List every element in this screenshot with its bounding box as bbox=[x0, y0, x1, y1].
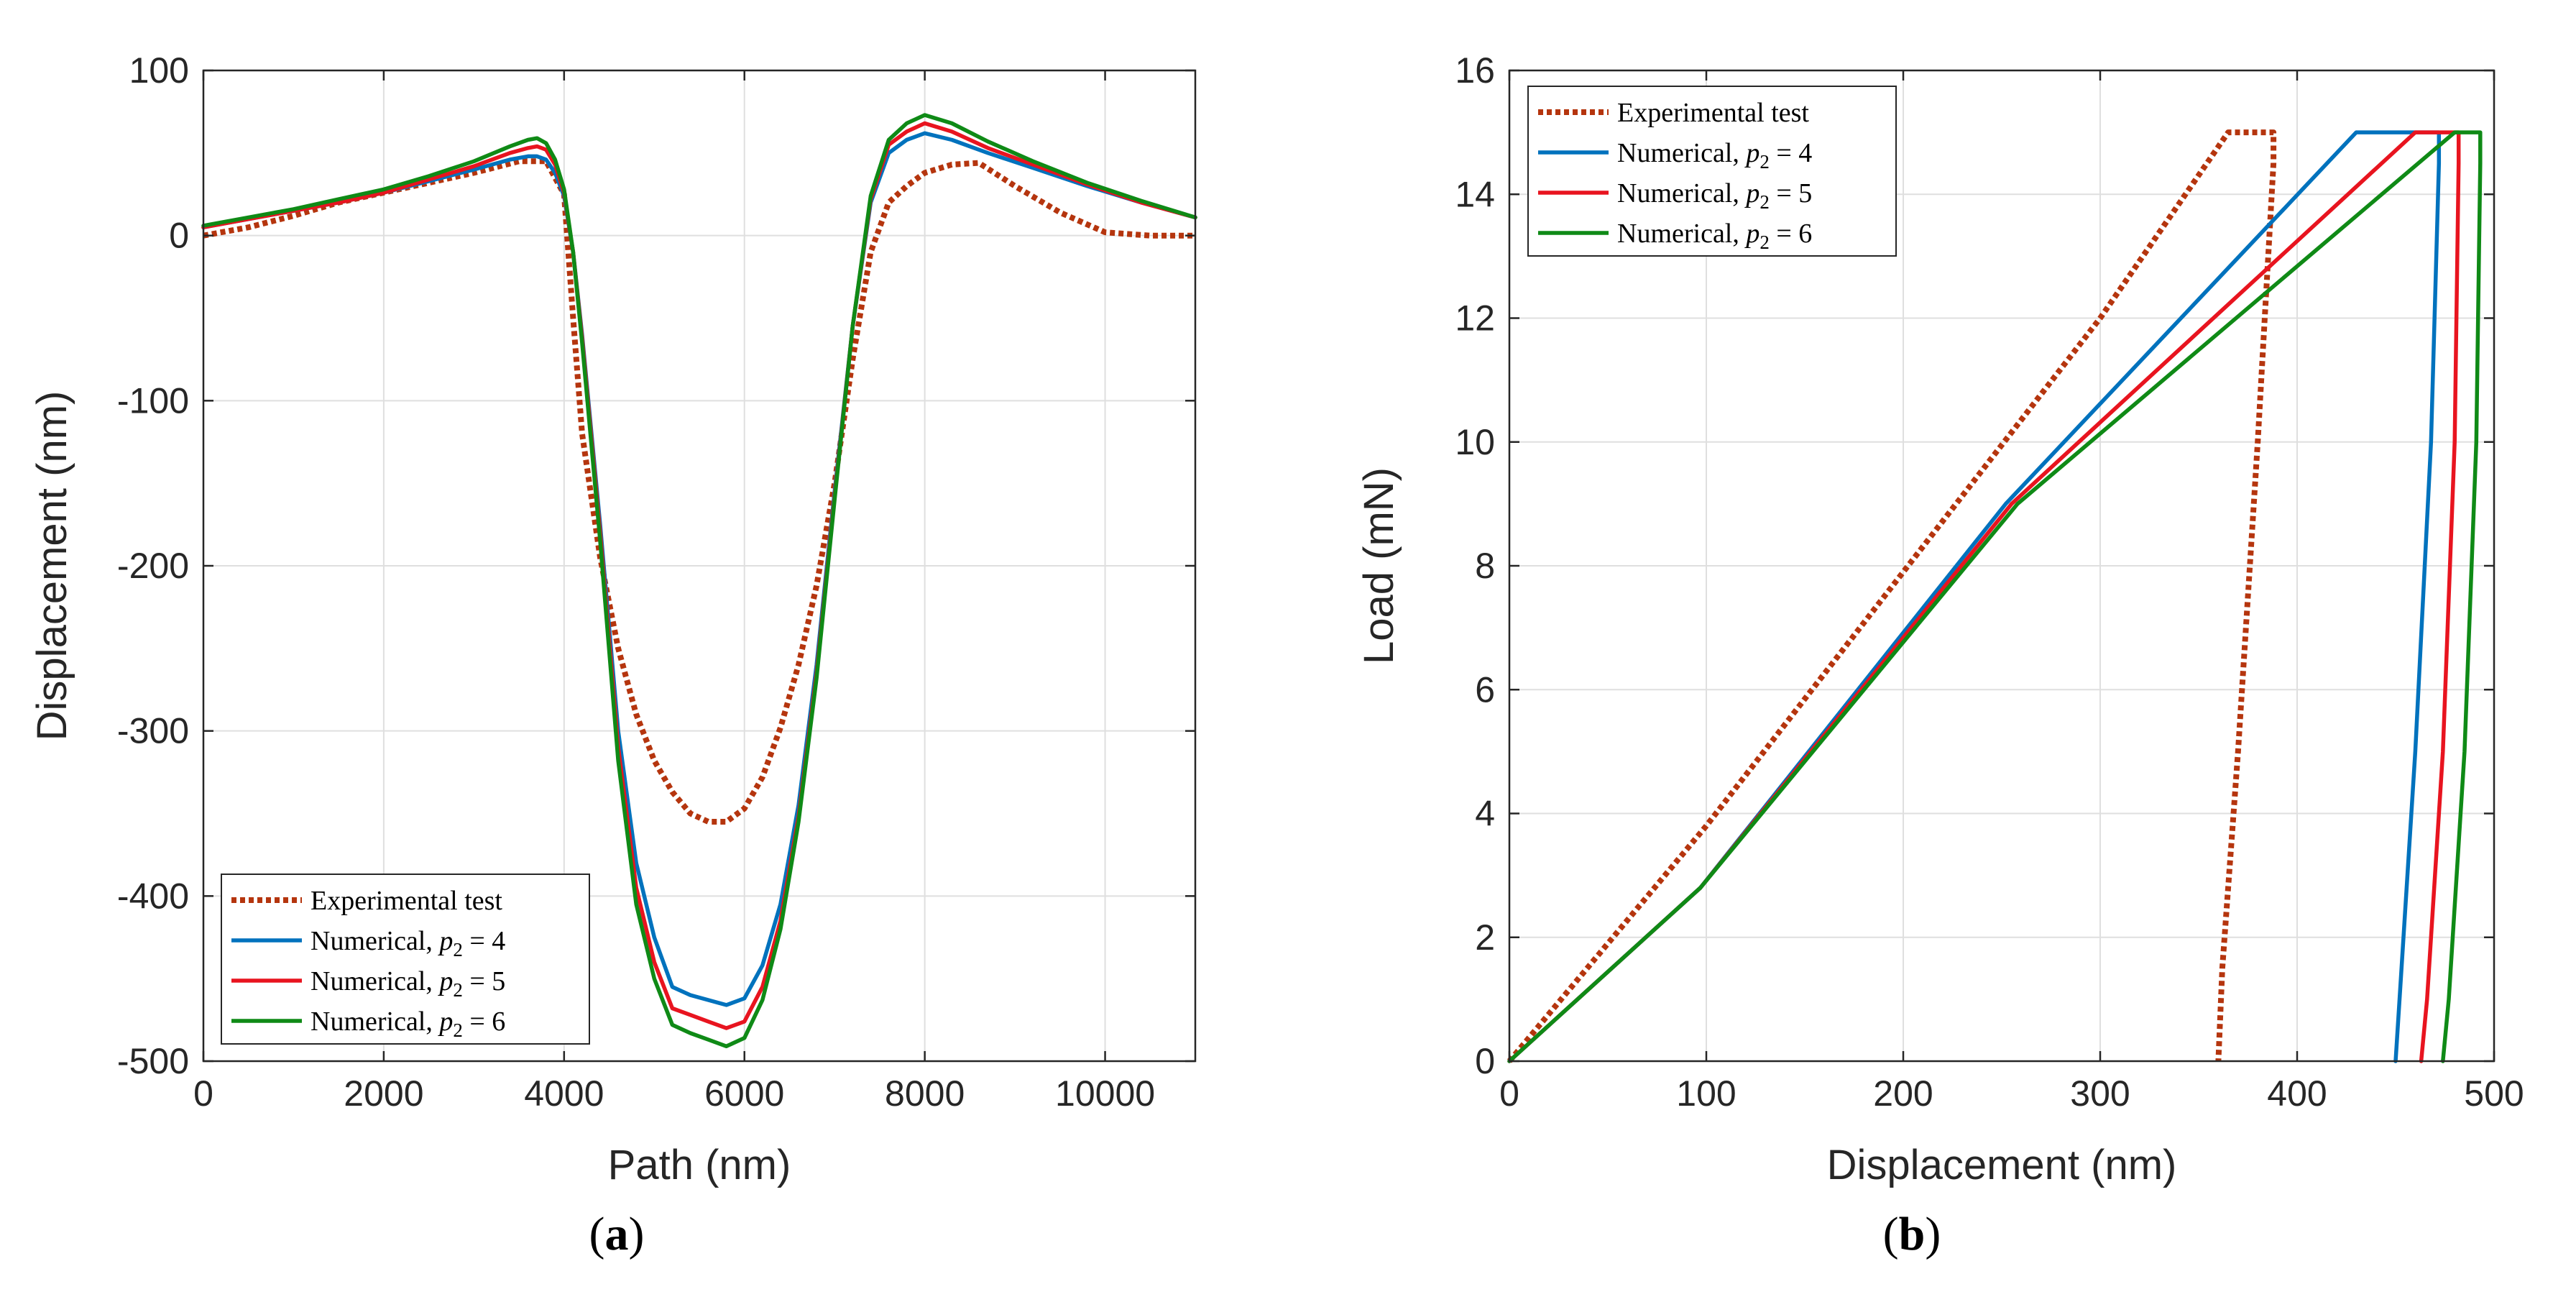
series-line-0 bbox=[203, 158, 1195, 825]
x-tick-label: 0 bbox=[193, 1073, 213, 1114]
y-tick-label: 100 bbox=[129, 50, 189, 91]
series-line-2 bbox=[1507, 130, 2461, 1063]
y-tick-label: 0 bbox=[169, 216, 189, 256]
subfigure-caption: (b) bbox=[1883, 1208, 1941, 1260]
y-axis-label: Displacement (nm) bbox=[29, 391, 75, 741]
y-tick-label: -300 bbox=[117, 711, 189, 751]
y-tick-label: 2 bbox=[1475, 917, 1495, 958]
legend-box bbox=[1527, 86, 1897, 257]
chart-panel-b: 0 100 200 300 400 500 0 2 4 6 8 10 12 14 16 Displacemen… bbox=[1356, 50, 2524, 1260]
legend-label-0: Experimental test bbox=[1617, 98, 1809, 128]
y-tick-label: -200 bbox=[117, 546, 189, 586]
legend-label-1: Numerical, p2 = 4 bbox=[1617, 138, 1812, 173]
x-tick-label: 200 bbox=[1873, 1073, 1933, 1114]
y-tick-label: 8 bbox=[1475, 546, 1495, 586]
x-axis-label: Displacement (nm) bbox=[1827, 1142, 2177, 1188]
y-tick-label: 16 bbox=[1455, 50, 1495, 91]
y-tick-label: -100 bbox=[117, 380, 189, 421]
x-tick-label: 100 bbox=[1676, 1073, 1736, 1114]
legend: Experimental test Numerical, p2 = 4 Numeri… bbox=[221, 874, 590, 1045]
x-axis-label: Path (nm) bbox=[608, 1142, 791, 1188]
y-tick-label: 14 bbox=[1455, 174, 1495, 214]
y-tick-label: 4 bbox=[1475, 794, 1495, 834]
series-group bbox=[1506, 129, 2483, 1063]
x-tick-label: 2000 bbox=[344, 1073, 423, 1114]
x-tick-label: 8000 bbox=[885, 1073, 965, 1114]
series-line-2 bbox=[201, 121, 1197, 1030]
x-tick-label: 400 bbox=[2267, 1073, 2327, 1114]
series-group bbox=[201, 113, 1197, 1049]
x-tick-label: 300 bbox=[2070, 1073, 2130, 1114]
series-line-3 bbox=[201, 113, 1197, 1049]
y-tick-label: 0 bbox=[1475, 1041, 1495, 1081]
x-tick-label: 10000 bbox=[1055, 1073, 1155, 1114]
chart-panel-a: 0 2000 4000 6000 8000 10000 -500 -400 -300 -200 -1… bbox=[29, 50, 1197, 1260]
x-tick-label: 4000 bbox=[524, 1073, 604, 1114]
series-line-1 bbox=[201, 131, 1197, 1007]
subfigure-caption: (a) bbox=[589, 1208, 645, 1260]
y-tick-label: 10 bbox=[1455, 422, 1495, 462]
y-tick-label: 6 bbox=[1475, 669, 1495, 710]
legend-label-2: Numerical, p2 = 5 bbox=[1617, 178, 1812, 213]
legend-label-3: Numerical, p2 = 6 bbox=[310, 1007, 505, 1041]
ticks: 0 2000 4000 6000 8000 10000 -500 -400 -300 -200 -1… bbox=[117, 50, 1195, 1114]
y-tick-label: 12 bbox=[1455, 298, 1495, 339]
series-line-0 bbox=[1506, 129, 2277, 1063]
legend-label-2: Numerical, p2 = 5 bbox=[310, 966, 505, 1001]
legend-label-1: Numerical, p2 = 4 bbox=[310, 926, 505, 961]
legend: Experimental test Numerical, p2 = 4 Numeri… bbox=[1527, 86, 1897, 257]
ticks: 0 100 200 300 400 500 0 2 4 6 8 10 12 14 16 bbox=[1455, 50, 2524, 1114]
series-line-3 bbox=[1507, 130, 2483, 1063]
y-axis-label: Load (mN) bbox=[1356, 467, 1402, 664]
y-tick-label: -500 bbox=[117, 1041, 189, 1081]
x-tick-label: 0 bbox=[1499, 1073, 1519, 1114]
x-tick-label: 500 bbox=[2464, 1073, 2524, 1114]
y-tick-label: -400 bbox=[117, 876, 189, 916]
legend-box bbox=[221, 874, 590, 1045]
x-tick-label: 6000 bbox=[704, 1073, 784, 1114]
legend-label-3: Numerical, p2 = 6 bbox=[1617, 219, 1812, 253]
legend-label-0: Experimental test bbox=[310, 886, 502, 916]
